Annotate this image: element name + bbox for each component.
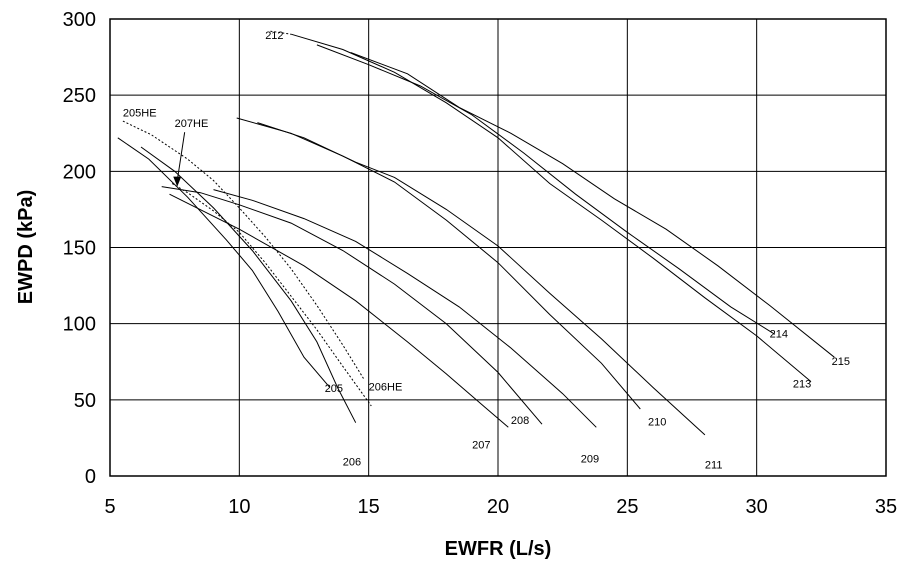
y-tick-label: 200	[63, 161, 96, 183]
curve-label: 207HE	[175, 118, 209, 130]
series-line-206	[140, 146, 357, 423]
y-tick-label: 50	[74, 390, 96, 412]
series-line-213	[290, 33, 812, 382]
series-line-205HE	[122, 120, 364, 379]
x-axis-title: EWFR (L/s)	[445, 538, 552, 560]
x-tick-label: 25	[616, 496, 638, 518]
y-tick-label: 250	[63, 85, 96, 107]
y-tick-label: 150	[63, 238, 96, 260]
y-tick-label: 100	[63, 314, 96, 336]
x-tick-label: 30	[746, 496, 768, 518]
plot-frame	[109, 18, 887, 477]
curve-label: 205HE	[123, 107, 157, 119]
y-axis-title: EWPD (kPa)	[15, 190, 37, 304]
series-line-207	[169, 193, 509, 428]
series-line-214	[316, 44, 776, 335]
curve-label: 205	[325, 383, 343, 395]
curve-label: 211	[705, 459, 723, 471]
series-line-211	[257, 122, 706, 436]
curve-labels: 205HE 207HE 212 205 206 206HE 207 208 209 210 211 2…	[123, 30, 850, 472]
curve-label: 212	[265, 30, 283, 42]
x-tick-label: 15	[358, 496, 380, 518]
series-line-209	[213, 189, 597, 428]
curve-label: 213	[793, 379, 811, 391]
series-line-205	[117, 137, 331, 388]
series-line-212	[270, 30, 292, 35]
curves	[117, 30, 835, 436]
x-tick-label: 20	[487, 496, 509, 518]
curve-label: 214	[770, 328, 788, 340]
curve-label: 207	[472, 440, 490, 452]
curve-label: 215	[832, 356, 850, 368]
x-tick-label: 35	[875, 496, 897, 518]
x-tick-label: 10	[228, 496, 250, 518]
y-tick-label: 0	[85, 466, 96, 488]
x-tick-label: 5	[104, 496, 115, 518]
grid	[110, 19, 886, 476]
annotation-arrow-head	[173, 176, 182, 187]
curve-label: 210	[648, 417, 666, 429]
series-line-208	[161, 186, 543, 425]
y-tick-label: 300	[63, 9, 96, 31]
annotation-arrow-line	[176, 132, 186, 181]
curve-label: 208	[511, 415, 529, 427]
curve-label: 206HE	[369, 382, 403, 394]
series-line-210	[236, 117, 641, 410]
curve-label: 209	[581, 453, 599, 465]
series-line-206HE	[171, 183, 372, 407]
series-line-215	[350, 52, 835, 358]
tick-labels: 5 10 15 20 25 30 35 0 50 100 150 200 250 300	[63, 9, 898, 518]
curve-label: 206	[343, 456, 361, 468]
